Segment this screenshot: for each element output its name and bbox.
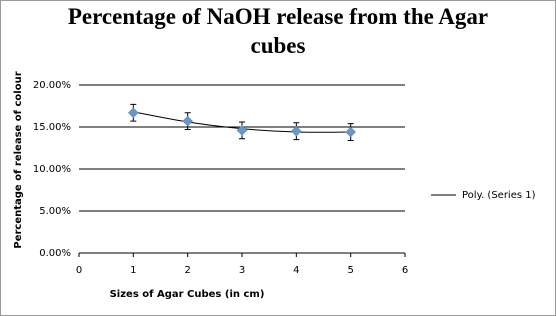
x-tick-label: 4 xyxy=(293,265,299,276)
data-point xyxy=(127,107,139,119)
y-axis-label: Percentage of release of colour xyxy=(13,71,24,248)
data-point xyxy=(182,115,194,127)
data-point xyxy=(345,126,357,138)
y-tick-label: 0.00% xyxy=(39,248,71,259)
data-point xyxy=(290,125,302,137)
x-tick-label: 2 xyxy=(184,265,190,276)
y-tick-label: 20.00% xyxy=(33,80,71,91)
legend-label: Poly. (Series 1) xyxy=(462,190,536,201)
x-tick-label: 0 xyxy=(76,265,82,276)
y-tick-label: 5.00% xyxy=(39,206,71,217)
y-tick-label: 10.00% xyxy=(33,164,71,175)
x-tick-label: 1 xyxy=(130,265,136,276)
x-tick-label: 6 xyxy=(402,265,408,276)
x-tick-label: 3 xyxy=(239,265,245,276)
data-point xyxy=(236,125,248,136)
chart-title: Percentage of NaOH release from the Agar… xyxy=(67,4,489,58)
y-tick-label: 15.00% xyxy=(33,122,71,133)
x-tick-label: 5 xyxy=(347,265,353,276)
x-axis-label: Sizes of Agar Cubes (in cm) xyxy=(110,289,265,300)
